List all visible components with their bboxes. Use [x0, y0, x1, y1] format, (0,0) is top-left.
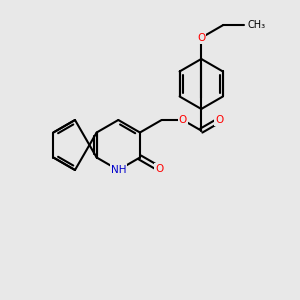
Text: O: O: [197, 33, 206, 43]
Text: O: O: [215, 115, 224, 125]
Text: O: O: [155, 164, 164, 174]
Text: CH₃: CH₃: [248, 20, 266, 30]
Text: O: O: [179, 115, 187, 125]
Text: NH: NH: [111, 165, 126, 175]
